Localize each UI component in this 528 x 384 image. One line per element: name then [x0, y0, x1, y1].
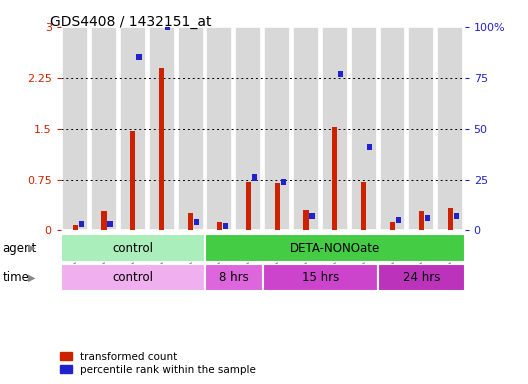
Bar: [419, 212, 424, 230]
Bar: [304, 210, 308, 230]
Bar: [280, 179, 286, 185]
Bar: [380, 27, 406, 230]
Bar: [206, 27, 232, 230]
Bar: [72, 225, 78, 230]
Bar: [425, 215, 430, 221]
Bar: [108, 221, 112, 227]
Text: DETA-NONOate: DETA-NONOate: [290, 242, 380, 255]
Bar: [396, 217, 401, 223]
Text: control: control: [112, 242, 153, 255]
Bar: [223, 223, 228, 229]
Bar: [79, 221, 84, 227]
Bar: [332, 127, 337, 230]
Text: 24 hrs: 24 hrs: [403, 271, 440, 284]
Text: GDS4408 / 1432151_at: GDS4408 / 1432151_at: [50, 15, 212, 29]
Bar: [408, 27, 435, 230]
Bar: [264, 27, 290, 230]
Bar: [263, 264, 378, 291]
Bar: [61, 264, 205, 291]
Text: 15 hrs: 15 hrs: [302, 271, 339, 284]
Bar: [351, 27, 376, 230]
Text: agent: agent: [3, 242, 37, 255]
Bar: [194, 219, 199, 225]
Text: time: time: [3, 271, 30, 284]
Text: control: control: [112, 271, 153, 284]
Legend: transformed count, percentile rank within the sample: transformed count, percentile rank withi…: [55, 348, 260, 379]
Bar: [454, 213, 459, 219]
Text: ▶: ▶: [28, 243, 35, 253]
Bar: [205, 264, 262, 291]
Bar: [101, 212, 107, 230]
Bar: [235, 27, 261, 230]
Bar: [130, 131, 136, 230]
Bar: [448, 208, 453, 230]
Bar: [62, 27, 88, 230]
Bar: [177, 27, 203, 230]
Bar: [338, 71, 343, 77]
Bar: [361, 182, 366, 230]
Bar: [61, 234, 205, 262]
Bar: [275, 183, 280, 230]
Bar: [322, 27, 348, 230]
Bar: [136, 55, 142, 60]
Bar: [91, 27, 117, 230]
Bar: [246, 182, 251, 230]
Bar: [378, 264, 465, 291]
Bar: [165, 24, 171, 30]
Text: 8 hrs: 8 hrs: [219, 271, 249, 284]
Bar: [309, 213, 315, 219]
Bar: [120, 27, 146, 230]
Bar: [437, 27, 463, 230]
Bar: [188, 214, 193, 230]
Bar: [205, 234, 465, 262]
Bar: [367, 144, 372, 150]
Bar: [149, 27, 175, 230]
Bar: [217, 222, 222, 230]
Text: ▶: ▶: [28, 273, 35, 283]
Bar: [390, 222, 395, 230]
Bar: [159, 68, 164, 230]
Bar: [252, 174, 257, 180]
Bar: [293, 27, 319, 230]
